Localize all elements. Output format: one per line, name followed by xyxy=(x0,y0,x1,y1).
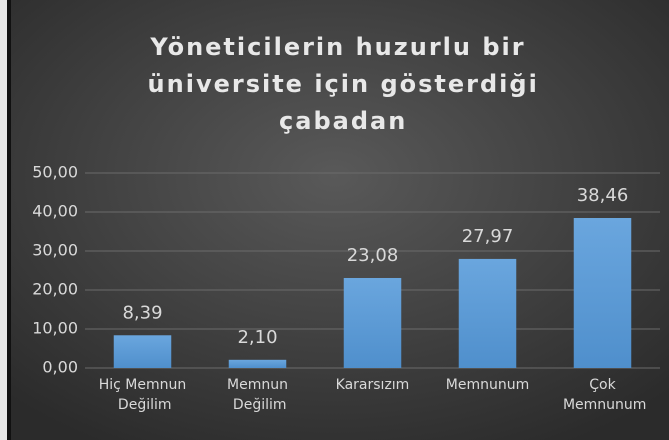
left-border xyxy=(7,0,11,440)
bar xyxy=(458,258,517,368)
y-tick-label: 30,00 xyxy=(32,241,78,260)
y-tick-label: 0,00 xyxy=(42,358,78,377)
bar xyxy=(573,218,632,368)
y-tick-label: 10,00 xyxy=(32,319,78,338)
y-tick-label: 20,00 xyxy=(32,280,78,299)
x-tick-label: Çok Memnunum xyxy=(559,377,647,413)
y-tick-label: 40,00 xyxy=(32,202,78,221)
left-edge xyxy=(0,0,7,440)
x-tick-label: Kararsızım xyxy=(336,377,410,393)
value-label: 27,97 xyxy=(462,226,514,247)
y-tick-label: 50,00 xyxy=(32,163,78,182)
value-label: 38,46 xyxy=(577,185,629,206)
x-tick-label: Hiç Memnun Değilim xyxy=(99,377,187,413)
value-label: 2,10 xyxy=(237,327,277,348)
bar xyxy=(113,335,172,368)
value-label: 8,39 xyxy=(122,302,162,323)
bar xyxy=(343,277,402,368)
value-label: 23,08 xyxy=(347,245,399,266)
bar xyxy=(228,359,287,368)
x-tick-label: Memnun Değilim xyxy=(227,377,288,413)
x-tick-label: Memnunum xyxy=(446,377,529,393)
chart-title: Yöneticilerin huzurlu bir üniversite içi… xyxy=(137,33,539,135)
